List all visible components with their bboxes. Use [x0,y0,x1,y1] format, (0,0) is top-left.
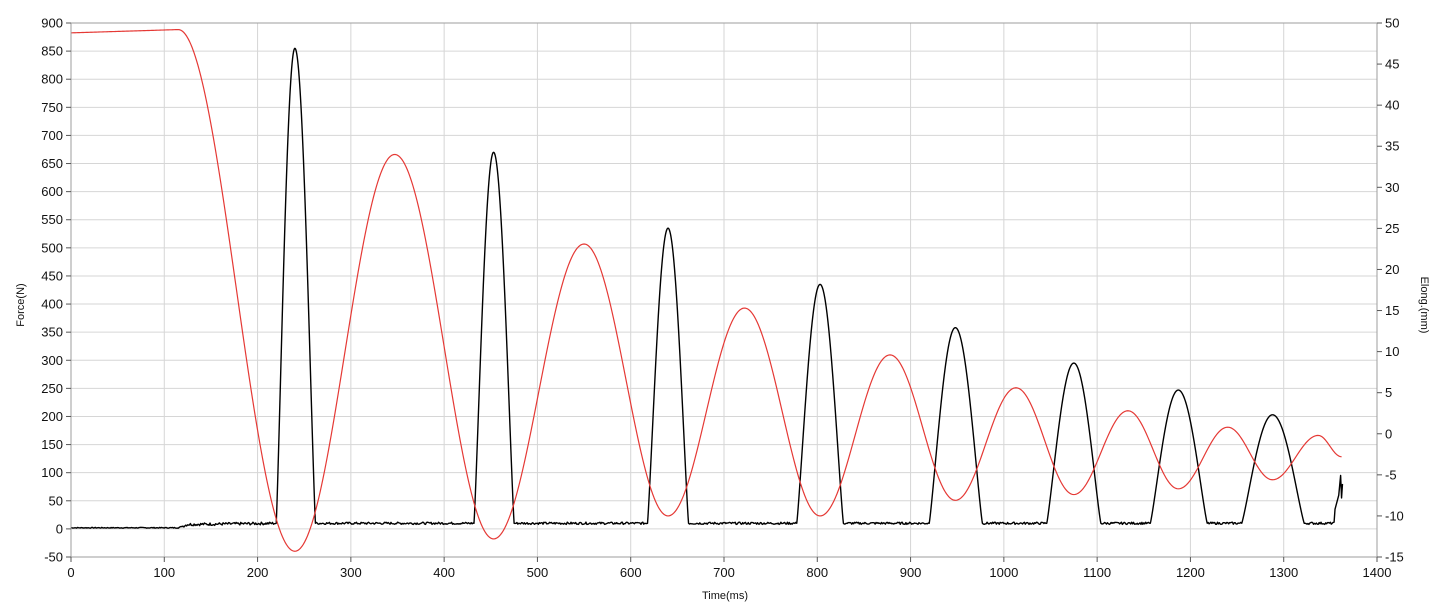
y-right-tick-label: 10 [1385,344,1399,359]
y-left-tick-label: 900 [41,16,63,31]
y-left-tick-label: 200 [41,409,63,424]
y-left-tick-label: 700 [41,128,63,143]
y-left-tick-label: 50 [49,493,63,508]
force-series-line [70,47,1344,529]
x-tick-label: 0 [67,565,74,580]
y-left-tick-label: -50 [44,550,63,565]
y-left-tick-label: 350 [41,325,63,340]
x-tick-label: 400 [433,565,455,580]
elongation-series-line [70,28,1342,552]
y-right-tick-label: 45 [1385,57,1399,72]
y-right-tick-label: 25 [1385,221,1399,236]
y-left-tick-label: 800 [41,72,63,87]
y-axis-right-title: Elong.(mm) [1418,277,1430,334]
x-tick-label: 300 [340,565,362,580]
y-left-tick-label: 150 [41,437,63,452]
x-tick-label: 1200 [1176,565,1205,580]
y-right-tick-label: -15 [1385,550,1404,565]
x-axis-title: Time(ms) [702,590,748,602]
y-left-tick-label: 550 [41,212,63,227]
x-tick-label: 500 [527,565,549,580]
tick-layer: 0 100 200 300 400 500 600 700 800 900 1000 1100 1200… [41,16,1404,581]
y-axis-left-title: Force(N) [15,283,27,326]
y-left-tick-label: 250 [41,381,63,396]
x-tick-label: 200 [247,565,269,580]
y-right-tick-label: 15 [1385,303,1399,318]
y-left-tick-label: 850 [41,44,63,59]
y-left-tick-label: 0 [56,521,63,536]
x-tick-label: 1300 [1269,565,1298,580]
x-tick-label: 900 [900,565,922,580]
x-tick-label: 800 [806,565,828,580]
y-right-tick-label: 20 [1385,262,1399,277]
x-tick-label: 1000 [989,565,1018,580]
y-left-tick-label: 650 [41,156,63,171]
x-tick-label: 100 [153,565,175,580]
y-left-tick-label: 100 [41,465,63,480]
y-right-tick-label: 35 [1385,139,1399,154]
y-right-tick-label: 0 [1385,426,1392,441]
y-right-tick-label: 5 [1385,385,1392,400]
axes-layer [66,22,1382,562]
y-right-tick-label: 30 [1385,180,1399,195]
y-right-tick-label: 50 [1385,16,1399,31]
grid-layer [71,23,1377,557]
x-tick-label: 1400 [1363,565,1392,580]
y-right-tick-label: -10 [1385,508,1404,523]
x-tick-label: 600 [620,565,642,580]
y-left-tick-label: 300 [41,353,63,368]
y-left-tick-label: 600 [41,184,63,199]
y-left-tick-label: 500 [41,240,63,255]
y-left-tick-label: 750 [41,100,63,115]
x-tick-label: 1100 [1083,565,1111,580]
x-tick-label: 700 [713,565,735,580]
series-layer [70,28,1344,552]
y-right-tick-label: -5 [1385,467,1397,482]
y-left-tick-label: 450 [41,268,63,283]
y-right-tick-label: 40 [1385,98,1399,113]
y-left-tick-label: 400 [41,297,63,312]
